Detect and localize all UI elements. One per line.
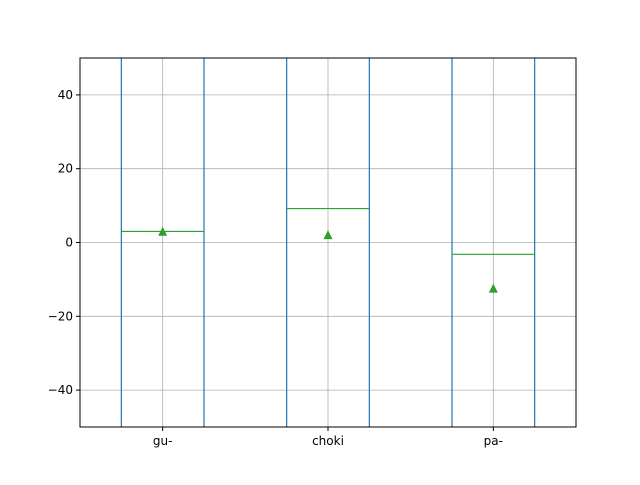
box-pa- — [451, 58, 536, 427]
y-tick-label: −20 — [48, 309, 73, 323]
mean-marker-gu- — [158, 226, 168, 236]
x-tick-label: choki — [312, 434, 344, 448]
x-tick-label: pa- — [484, 434, 503, 448]
x-tick-label: gu- — [153, 434, 173, 448]
y-tick-label: 40 — [58, 88, 73, 102]
mean-marker-pa- — [488, 283, 498, 293]
x-ticks: gu-choki pa- — [153, 427, 503, 448]
grid-lines — [80, 58, 576, 427]
y-ticks: −40 −20 0 20 40 — [48, 88, 80, 397]
box-gu- — [120, 58, 205, 427]
boxes — [120, 58, 536, 427]
y-tick-label: 20 — [58, 162, 73, 176]
y-tick-label: −40 — [48, 383, 73, 397]
mean-marker-choki — [323, 230, 333, 240]
box-choki — [286, 58, 370, 427]
y-tick-label: 0 — [65, 236, 73, 250]
